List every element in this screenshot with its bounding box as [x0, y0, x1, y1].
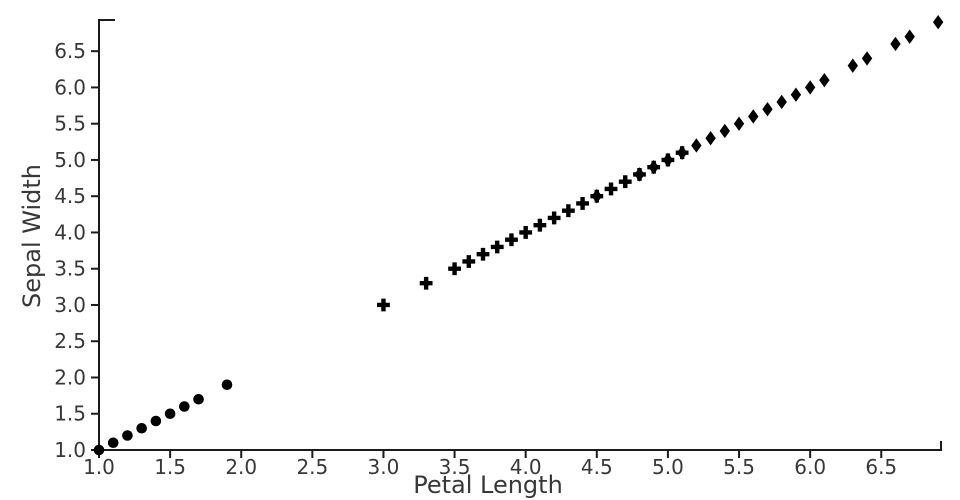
- data-point-plus: [618, 175, 632, 189]
- data-point-circle: [107, 437, 119, 449]
- data-point-diamond: [676, 145, 688, 160]
- data-point-diamond: [762, 101, 773, 117]
- data-point-diamond: [662, 152, 674, 168]
- data-point-circle: [193, 393, 204, 405]
- data-point-diamond: [847, 58, 859, 73]
- data-point-plus: [533, 218, 547, 232]
- data-point-circle: [150, 415, 162, 427]
- x-tick-label: 4.5: [581, 455, 613, 479]
- y-tick-label: 3.5: [54, 257, 86, 281]
- data-point-plus: [476, 247, 490, 261]
- y-tick-label: 6.0: [54, 75, 86, 99]
- data-point-diamond: [861, 51, 873, 66]
- x-tick-label: 3.5: [439, 455, 471, 479]
- y-tick-label: 2.0: [54, 365, 86, 389]
- x-tick-label: 2.0: [225, 455, 257, 479]
- data-point-plus: [519, 226, 533, 239]
- data-point-diamond: [748, 109, 759, 124]
- data-point-diamond: [790, 87, 802, 102]
- y-tick-label: 5.0: [54, 148, 86, 172]
- y-axis: 1.0 1.5 2.0 2.5 3.0 3.5 4.0 4.5 5.0 5.5 6.0 6.5: [54, 19, 115, 462]
- data-point-circle: [93, 444, 105, 456]
- data-point-diamond: [733, 116, 745, 131]
- data-point-plus: [490, 240, 504, 254]
- y-tick-label: 4.5: [54, 184, 86, 208]
- y-tick-label: 3.0: [54, 293, 86, 317]
- data-point-diamond: [904, 29, 915, 44]
- y-tick-label: 5.5: [54, 112, 86, 136]
- x-tick-label: 6.0: [794, 455, 826, 479]
- y-axis-line: [98, 19, 115, 450]
- data-point-diamond: [705, 130, 716, 146]
- y-tick-label: 4.0: [54, 220, 86, 244]
- data-point-diamond: [719, 123, 731, 139]
- data-point-plus: [576, 197, 589, 210]
- diamond-group: [591, 14, 944, 204]
- data-point-diamond: [691, 138, 702, 153]
- x-axis: 1.0 1.5 2.0 2.5 3.0 3.5 4.0 4.5 5.0 5.5 6.0 6.5: [83, 441, 942, 479]
- data-point-diamond: [776, 94, 787, 110]
- data-point-plus: [448, 262, 461, 276]
- data-point-diamond: [804, 80, 816, 95]
- y-tick-label: 1.5: [54, 402, 86, 426]
- data-point-circle: [136, 422, 147, 434]
- data-point-plus: [604, 182, 618, 196]
- data-point-circle: [122, 430, 133, 441]
- data-point-plus: [377, 298, 390, 312]
- data-points: [93, 14, 944, 456]
- x-tick-label: 4.0: [510, 455, 542, 479]
- data-point-diamond: [890, 36, 901, 52]
- y-tick-label: 2.5: [54, 329, 86, 353]
- data-point-circle: [179, 401, 190, 412]
- data-point-plus: [547, 211, 561, 225]
- data-point-plus: [462, 255, 476, 268]
- x-tick-label: 6.5: [865, 455, 897, 479]
- data-point-diamond: [634, 167, 645, 182]
- x-tick-label: 5.5: [723, 455, 755, 479]
- data-point-diamond: [819, 72, 830, 88]
- data-point-plus: [561, 204, 575, 218]
- x-tick-label: 5.0: [652, 455, 684, 479]
- x-axis-line: [98, 441, 942, 451]
- data-point-circle: [164, 408, 176, 420]
- data-point-diamond: [591, 189, 603, 204]
- y-tick-label: 6.5: [54, 39, 86, 63]
- y-tick-label: 1.0: [54, 438, 86, 462]
- data-point-circle: [221, 379, 233, 391]
- x-axis-title: Petal Length: [413, 471, 563, 499]
- x-tick-label: 3.0: [368, 455, 400, 479]
- x-tick-label: 1.5: [154, 455, 186, 479]
- x-tick-label: 1.0: [83, 455, 115, 479]
- data-point-diamond: [648, 160, 659, 175]
- data-point-diamond: [932, 14, 944, 30]
- y-axis-title: Sepal Width: [18, 164, 46, 308]
- circle-group: [93, 379, 233, 456]
- x-tick-label: 2.5: [296, 455, 328, 479]
- data-point-plus: [505, 233, 518, 247]
- data-point-plus: [419, 276, 433, 290]
